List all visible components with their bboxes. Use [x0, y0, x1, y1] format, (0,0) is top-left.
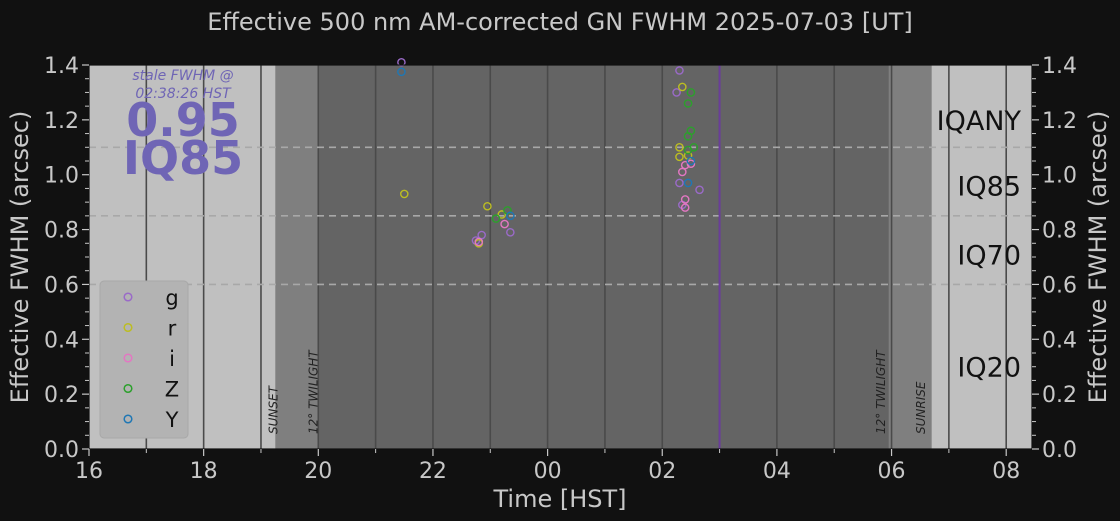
y-tick-label-left: 0.6 [44, 273, 79, 298]
event-label-sunset: SUNSET [266, 384, 280, 434]
y-tick-label-right: 1.2 [1042, 109, 1077, 134]
y-tick-label-right: 0.2 [1042, 383, 1077, 408]
data-point-i [680, 160, 690, 170]
data-point-g [506, 228, 515, 237]
data-point-r [497, 210, 507, 219]
plot-area: SUNSET 12° TWILIGHT 12° TWILIGHT SUNRISE IQA… [89, 57, 1032, 449]
legend-marker-g [123, 292, 133, 302]
y-tick-label-left: 0.8 [44, 219, 79, 244]
data-point-z [686, 88, 696, 97]
data-point-i [678, 167, 687, 177]
x-tick-label: 18 [190, 459, 218, 484]
legend-marker-r [123, 322, 133, 333]
x-tick-label: 20 [304, 459, 332, 484]
stale-band: IQ85 [123, 131, 243, 185]
y-tick-label-left: 0.4 [44, 328, 79, 353]
y-tick-label-right: 0.4 [1042, 328, 1077, 353]
data-point-r [675, 142, 684, 152]
y-tick-label-right: 0.6 [1042, 273, 1077, 298]
y-tick-label-right: 1.0 [1042, 164, 1077, 189]
event-label-12-twilight: 12° TWILIGHT [306, 349, 320, 434]
data-point-g [477, 230, 486, 240]
legend-label-g: g [165, 286, 178, 310]
data-point-g [675, 66, 684, 75]
band-label-iq70: IQ70 [957, 240, 1021, 271]
x-tick-label: 16 [75, 459, 103, 484]
data-point-y [506, 211, 515, 221]
y-axis-title-right: Effective FWHM (arcsec) [1084, 111, 1112, 404]
data-point-y [683, 178, 693, 188]
data-point-r [678, 82, 687, 92]
data-point-r [483, 201, 492, 211]
data-point-i [680, 195, 690, 204]
legend-marker-z [123, 383, 133, 394]
x-tick-label: 02 [648, 459, 676, 484]
y-tick-label-left: 1.2 [44, 109, 79, 134]
y-axis-title: Effective FWHM (arcsec) [6, 111, 34, 404]
chart-title: Effective 500 nm AM-corrected GN FWHM 20… [207, 8, 913, 36]
event-label-sunrise: SUNRISE [914, 381, 928, 434]
x-tick-label: 04 [763, 459, 791, 484]
legend-label-i: i [169, 347, 175, 371]
y-tick-label-left: 0.0 [44, 438, 79, 463]
x-tick-label: 22 [419, 459, 447, 484]
data-point-z [491, 214, 501, 223]
band-label-iqany: IQANY [937, 106, 1022, 137]
band-label-iq20: IQ20 [957, 353, 1021, 384]
data-point-i [686, 159, 696, 169]
night-band [318, 65, 889, 449]
data-point-r [399, 189, 409, 199]
data-point-z [683, 132, 693, 141]
x-axis-title: Time [HST] [492, 485, 626, 513]
axes: 16 18 20 22 00 02 04 06 08 0.0 0.0 0.2 0.2 0.4 0.4 0.6 0… [44, 54, 1077, 484]
x-tick-label: 06 [878, 459, 906, 484]
data-point-g [675, 178, 684, 188]
data-point-r [675, 152, 684, 162]
data-point-i [500, 219, 509, 229]
data-point-g [397, 57, 406, 67]
data-point-z [689, 142, 699, 152]
y-tick-label-left: 1.0 [44, 164, 79, 189]
legend-box [99, 280, 189, 439]
stale-label: stale FWHM @ [132, 68, 233, 84]
y-tick-label-right: 1.4 [1042, 54, 1077, 79]
legend-label-z: Z [165, 378, 179, 402]
legend-label-r: r [168, 317, 177, 341]
y-tick-label-right: 0.0 [1042, 438, 1077, 463]
legend-label-y: Y [165, 408, 179, 432]
data-point-y [397, 67, 406, 77]
data-point-i [474, 237, 484, 247]
stale-time: 02:38:26 HST [135, 86, 232, 102]
event-label-12-twilight: 12° TWILIGHT [874, 349, 888, 434]
data-point-i [680, 203, 690, 212]
y-tick-label-right: 0.8 [1042, 219, 1077, 244]
data-point-g [695, 185, 704, 195]
legend-marker-y [123, 414, 133, 424]
data-point-y [686, 156, 696, 166]
data-point-g [672, 88, 681, 97]
data-point-z [683, 99, 693, 108]
y-tick-label-left: 0.2 [44, 383, 79, 408]
stale-value: 0.95 [126, 93, 240, 147]
x-tick-label: 08 [992, 459, 1020, 484]
band-label-iq85: IQ85 [957, 172, 1021, 203]
x-tick-label: 00 [534, 459, 562, 484]
legend-marker-i [123, 353, 133, 363]
y-tick-label-left: 1.4 [44, 54, 79, 79]
